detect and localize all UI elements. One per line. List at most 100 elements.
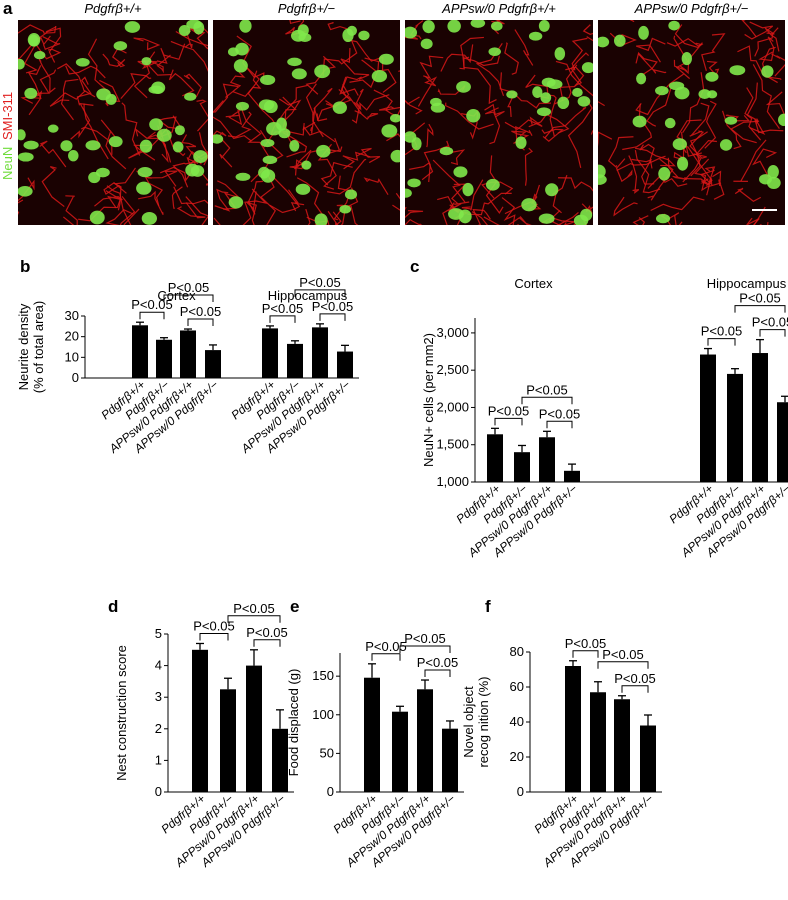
neurite: [282, 132, 308, 158]
significance-label: P<0.05: [526, 382, 568, 397]
neuron: [470, 20, 486, 28]
neurite: [514, 29, 534, 66]
y-tick-label: 40: [510, 714, 524, 729]
neurite: [227, 111, 252, 138]
neuron: [96, 88, 111, 101]
neurite: [483, 216, 520, 225]
bar: [364, 677, 380, 792]
neurite: [753, 206, 766, 225]
neuron: [506, 90, 518, 99]
neuron: [156, 128, 172, 142]
neurite: [213, 100, 252, 142]
neurite: [635, 51, 658, 77]
neurite: [426, 123, 434, 148]
y-tick-label: 2: [155, 721, 162, 736]
neurite: [647, 158, 674, 201]
neurite: [327, 210, 339, 225]
neuron: [521, 198, 537, 212]
neurite: [354, 110, 379, 120]
neurite: [119, 196, 136, 225]
neuron: [719, 139, 733, 151]
neuron: [266, 122, 282, 136]
y-axis-label: recog nition (%): [476, 676, 491, 767]
bar: [272, 728, 288, 792]
neurite: [741, 20, 757, 38]
neuron: [23, 140, 39, 150]
neuron: [672, 138, 687, 151]
neuron: [729, 65, 746, 76]
image-title: APPsw/0 Pdgfrβ+/−: [634, 1, 749, 16]
neurite: [682, 72, 705, 134]
neurite: [189, 27, 208, 50]
neurite: [57, 63, 96, 98]
neuron: [60, 140, 73, 152]
neurite: [632, 215, 649, 225]
neurite: [704, 100, 717, 149]
neurite: [70, 102, 94, 140]
neurite: [472, 208, 491, 225]
neurite: [38, 58, 56, 94]
neurite: [442, 202, 462, 225]
micrograph-content: [213, 20, 400, 225]
y-tick-label: 5: [155, 626, 162, 641]
neurite: [138, 190, 164, 216]
group-label: Hippocampus: [268, 288, 348, 303]
neurite: [767, 221, 769, 225]
neuron: [346, 25, 358, 36]
neuron: [85, 140, 101, 151]
neuron: [291, 68, 307, 80]
bar: [564, 470, 580, 482]
neurite: [647, 175, 688, 189]
neurite: [342, 151, 371, 170]
y-tick-label: 0: [327, 784, 334, 799]
neurite: [613, 196, 638, 217]
neurite: [451, 183, 470, 206]
neurite: [700, 166, 716, 186]
neurite: [269, 177, 301, 214]
neurite: [185, 196, 208, 225]
neurite: [701, 33, 726, 71]
neurite: [78, 190, 122, 222]
y-tick-label: 4: [155, 658, 162, 673]
neuron: [295, 183, 311, 195]
y-tick-label: 0: [72, 370, 79, 385]
significance-label: P<0.05: [614, 671, 656, 686]
significance-bracket: [294, 289, 346, 297]
significance-label: P<0.05: [180, 304, 222, 319]
bar: [262, 328, 278, 378]
neuron: [655, 213, 671, 224]
bar: [777, 402, 788, 482]
neuron: [344, 189, 358, 200]
y-tick-label: 100: [312, 707, 334, 722]
neurite: [289, 20, 305, 28]
neurite: [305, 208, 311, 225]
neurite: [637, 53, 667, 74]
significance-bracket: [572, 650, 599, 658]
neurite: [616, 155, 666, 172]
neuron: [47, 124, 59, 133]
significance-label: P<0.05: [565, 636, 607, 651]
panel-letter: a: [3, 0, 13, 18]
significance-bracket: [163, 294, 214, 303]
neuron: [390, 114, 400, 123]
neurite: [134, 127, 172, 163]
significance-bracket: [494, 417, 523, 426]
bar: [539, 437, 555, 482]
neuron: [278, 128, 291, 139]
neurite: [23, 36, 45, 74]
micrograph-content: [18, 20, 208, 225]
neurite: [386, 133, 400, 142]
neurite: [590, 130, 593, 135]
neuron: [532, 86, 543, 98]
neurite: [128, 144, 156, 161]
neuron: [258, 166, 270, 179]
neurite: [764, 27, 780, 52]
y-tick-label: 1: [155, 752, 162, 767]
neuron: [614, 34, 626, 47]
neurite: [76, 76, 92, 106]
neurite: [392, 204, 400, 211]
neurite: [356, 147, 381, 164]
panel-letter: b: [20, 257, 30, 276]
neurite: [327, 158, 367, 195]
